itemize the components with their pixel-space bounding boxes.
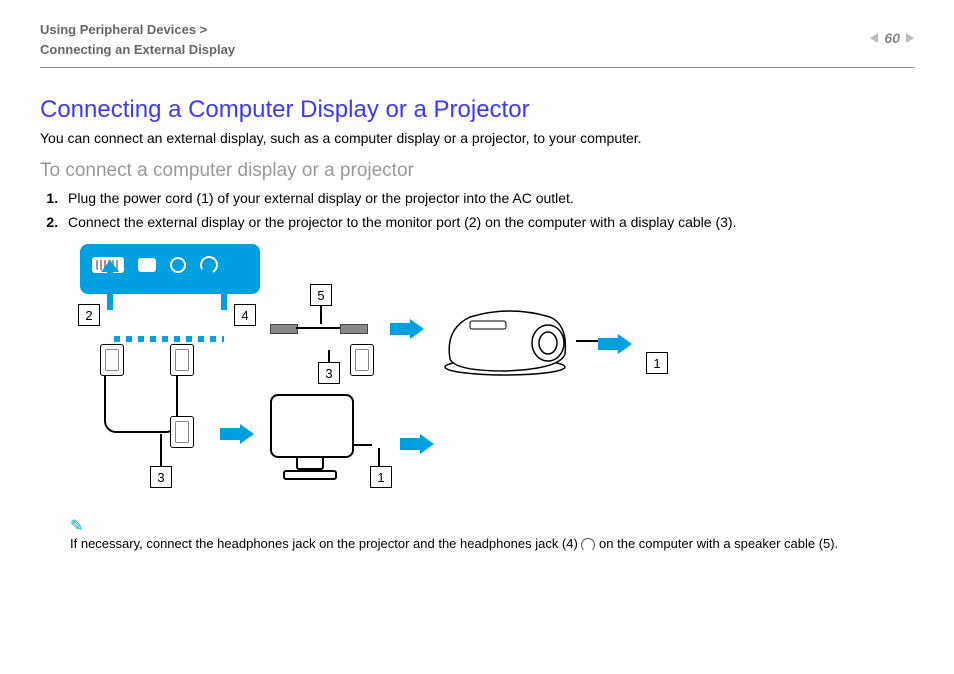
step-1: Plug the power cord (1) of your external… bbox=[62, 190, 914, 206]
callout-3: 3 bbox=[318, 362, 340, 384]
audio-jack-icon bbox=[340, 324, 368, 334]
cable-dotted bbox=[114, 336, 224, 342]
arrow-up-icon bbox=[215, 260, 233, 272]
step-2: Connect the external display or the proj… bbox=[62, 214, 914, 230]
port-icon bbox=[138, 258, 156, 272]
intro-text: You can connect an external display, suc… bbox=[40, 130, 914, 146]
port-icon bbox=[170, 257, 186, 273]
breadcrumb-line2: Connecting an External Display bbox=[40, 40, 235, 60]
callout-leader bbox=[320, 306, 322, 324]
note-block: ✎ If necessary, connect the headphones j… bbox=[70, 516, 914, 552]
page-number: 60 bbox=[884, 30, 900, 46]
arrow-line bbox=[221, 266, 227, 310]
cable-line bbox=[296, 327, 340, 329]
callout-leader bbox=[160, 434, 162, 466]
audio-jack-icon bbox=[270, 324, 298, 334]
callout-3: 3 bbox=[150, 466, 172, 488]
cable-line bbox=[352, 444, 372, 446]
vga-connector-icon bbox=[170, 344, 194, 376]
vga-connector-icon bbox=[350, 344, 374, 376]
next-page-icon[interactable] bbox=[906, 33, 914, 43]
note-text: If necessary, connect the headphones jac… bbox=[70, 536, 838, 551]
callout-leader bbox=[378, 448, 380, 466]
callout-5: 5 bbox=[310, 284, 332, 306]
page-number-nav: 60 bbox=[870, 20, 914, 46]
note-icon: ✎ bbox=[70, 518, 83, 535]
page-content: Connecting a Computer Display or a Proje… bbox=[0, 68, 954, 552]
connection-diagram: 2 4 5 1 bbox=[70, 244, 710, 504]
arrow-line bbox=[107, 266, 113, 310]
vga-connector-icon bbox=[100, 344, 124, 376]
callout-4: 4 bbox=[234, 304, 256, 326]
page-header: Using Peripheral Devices > Connecting an… bbox=[0, 0, 954, 67]
headphones-inline-icon bbox=[581, 538, 595, 552]
section-subtitle: To connect a computer display or a proje… bbox=[40, 160, 914, 182]
vga-connector-icon bbox=[170, 416, 194, 448]
callout-leader bbox=[328, 350, 330, 362]
prev-page-icon[interactable] bbox=[870, 33, 878, 43]
page-title: Connecting a Computer Display or a Proje… bbox=[40, 96, 914, 124]
monitor-icon bbox=[270, 394, 350, 474]
arrow-up-icon bbox=[101, 260, 119, 272]
cable-curve bbox=[104, 376, 178, 433]
callout-1: 1 bbox=[646, 352, 668, 374]
cable-line bbox=[576, 340, 598, 342]
callout-2: 2 bbox=[78, 304, 100, 326]
projector-icon bbox=[440, 299, 580, 379]
callout-1: 1 bbox=[370, 466, 392, 488]
breadcrumb-line1: Using Peripheral Devices > bbox=[40, 20, 235, 40]
steps-list: Plug the power cord (1) of your external… bbox=[40, 190, 914, 230]
breadcrumb: Using Peripheral Devices > Connecting an… bbox=[40, 20, 235, 59]
